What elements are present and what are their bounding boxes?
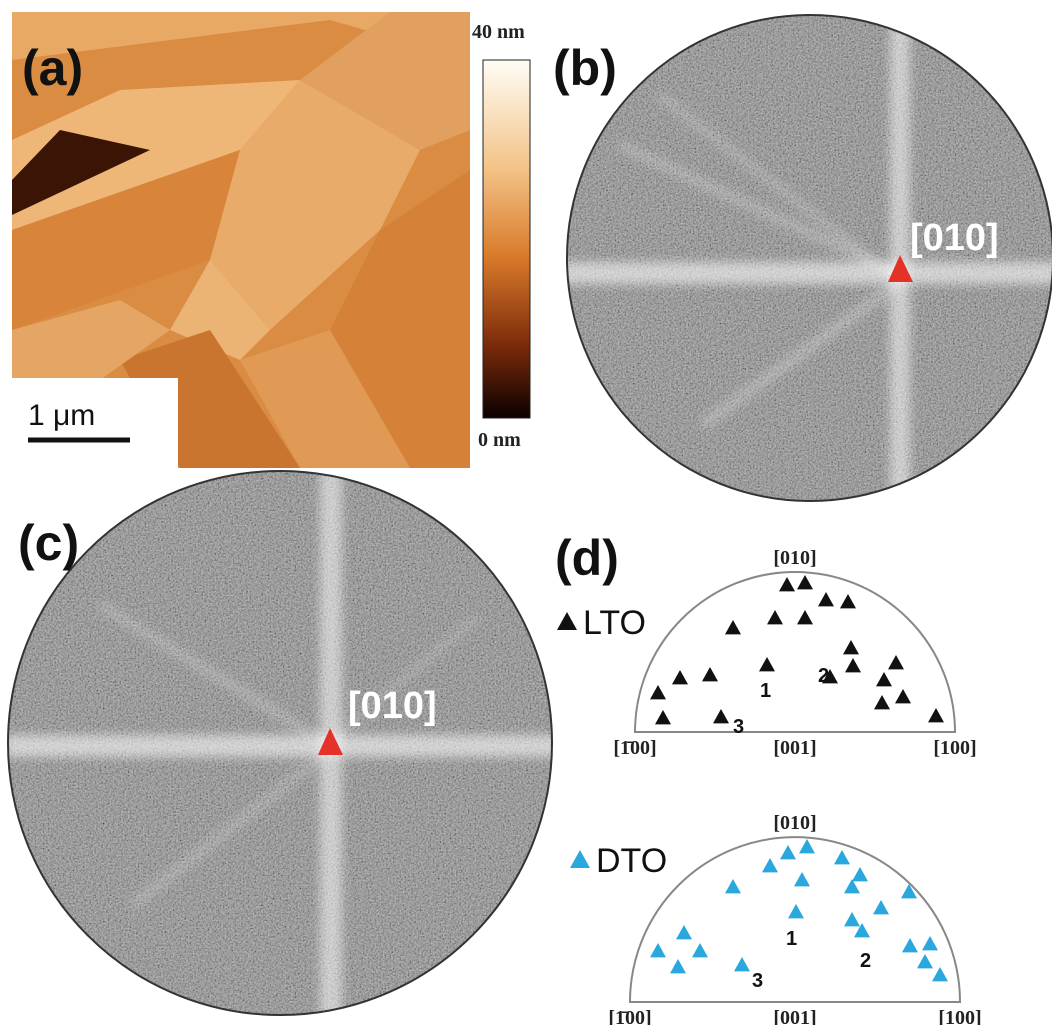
orientation-marker (670, 959, 686, 974)
pattern-border (7, 470, 553, 1016)
axis-label: [100] (933, 737, 976, 759)
orientation-marker (702, 667, 718, 682)
orientation-marker (888, 655, 904, 670)
point-label: 1 (760, 680, 771, 702)
orientation-marker (874, 695, 890, 710)
scale-bar-label: 1 μm (28, 399, 95, 432)
orientation-marker (840, 594, 856, 609)
orientation-marker (834, 850, 850, 865)
pole-label: [010] (348, 685, 437, 727)
point-label: 2 (860, 950, 871, 972)
orientation-marker (922, 936, 938, 951)
orientation-marker (725, 879, 741, 894)
kikuchi-pattern (8, 471, 552, 1015)
orientation-marker (650, 943, 666, 958)
orientation-marker (818, 592, 834, 607)
orientation-marker (797, 575, 813, 590)
orientation-marker (672, 670, 688, 685)
orientation-marker (845, 658, 861, 673)
colorbar-max: 40 nm (472, 21, 525, 43)
axis-label: [001] (773, 737, 816, 759)
panel-label: (c) (18, 515, 79, 571)
orientation-marker (655, 710, 671, 725)
orientation-marker (902, 938, 918, 953)
orientation-marker (876, 672, 892, 687)
orientation-marker (794, 872, 810, 887)
orientation-marker (854, 923, 870, 938)
orientation-marker (928, 708, 944, 723)
colorbar-min: 0 nm (478, 429, 521, 451)
axis-label: [100] (938, 1007, 981, 1025)
pole-marker (318, 728, 343, 755)
point-label: 1 (786, 928, 797, 950)
orientation-marker (797, 610, 813, 625)
orientation-marker (780, 845, 796, 860)
pattern-border (566, 14, 1052, 502)
scale-bar-box (12, 378, 178, 468)
orientation-marker (734, 957, 750, 972)
orientation-marker (852, 867, 868, 882)
orientation-marker (932, 967, 948, 982)
orientation-marker (788, 904, 804, 919)
axis-label: [1̄00] (613, 737, 656, 759)
axis-label: [010] (773, 812, 816, 834)
orientation-marker (767, 610, 783, 625)
orientation-marker (799, 839, 815, 854)
pole-marker (888, 255, 913, 282)
orientation-marker (570, 850, 590, 868)
orientation-marker (725, 620, 741, 635)
pole-figure-outline (628, 836, 962, 1003)
pole-figure-outline (633, 571, 957, 733)
axis-label: [001] (773, 1007, 816, 1025)
panel-label: (a) (22, 40, 83, 96)
orientation-marker (895, 689, 911, 704)
point-label: 3 (733, 716, 744, 738)
axis-label: [1̄00] (608, 1007, 651, 1025)
point-label: 2 (818, 665, 829, 687)
orientation-marker (822, 669, 838, 684)
kikuchi-pattern (567, 15, 1052, 501)
colorbar (482, 59, 531, 419)
orientation-marker (844, 912, 860, 927)
point-label: 3 (752, 970, 763, 992)
orientation-marker (844, 879, 860, 894)
pole-figures: LTO [010] [1̄00] [001] [100] 1 2 3 DTO [010] [1̄00… (557, 547, 982, 1025)
orientation-marker (843, 640, 859, 655)
orientation-marker (557, 612, 577, 630)
orientation-marker (692, 943, 708, 958)
orientation-marker (759, 657, 775, 672)
orientation-marker (917, 954, 933, 969)
orientation-marker (676, 925, 692, 940)
panel-label: (b) (553, 40, 617, 96)
orientation-marker (762, 858, 778, 873)
orientation-marker (873, 900, 889, 915)
axis-label: [010] (773, 547, 816, 569)
pole-label: [010] (910, 217, 999, 259)
legend-label: DTO (596, 842, 667, 880)
orientation-marker (713, 709, 729, 724)
panel-label: (d) (555, 530, 619, 586)
orientation-marker (901, 884, 917, 899)
orientation-marker (779, 577, 795, 592)
legend-label: LTO (583, 604, 646, 642)
orientation-marker (650, 685, 666, 700)
